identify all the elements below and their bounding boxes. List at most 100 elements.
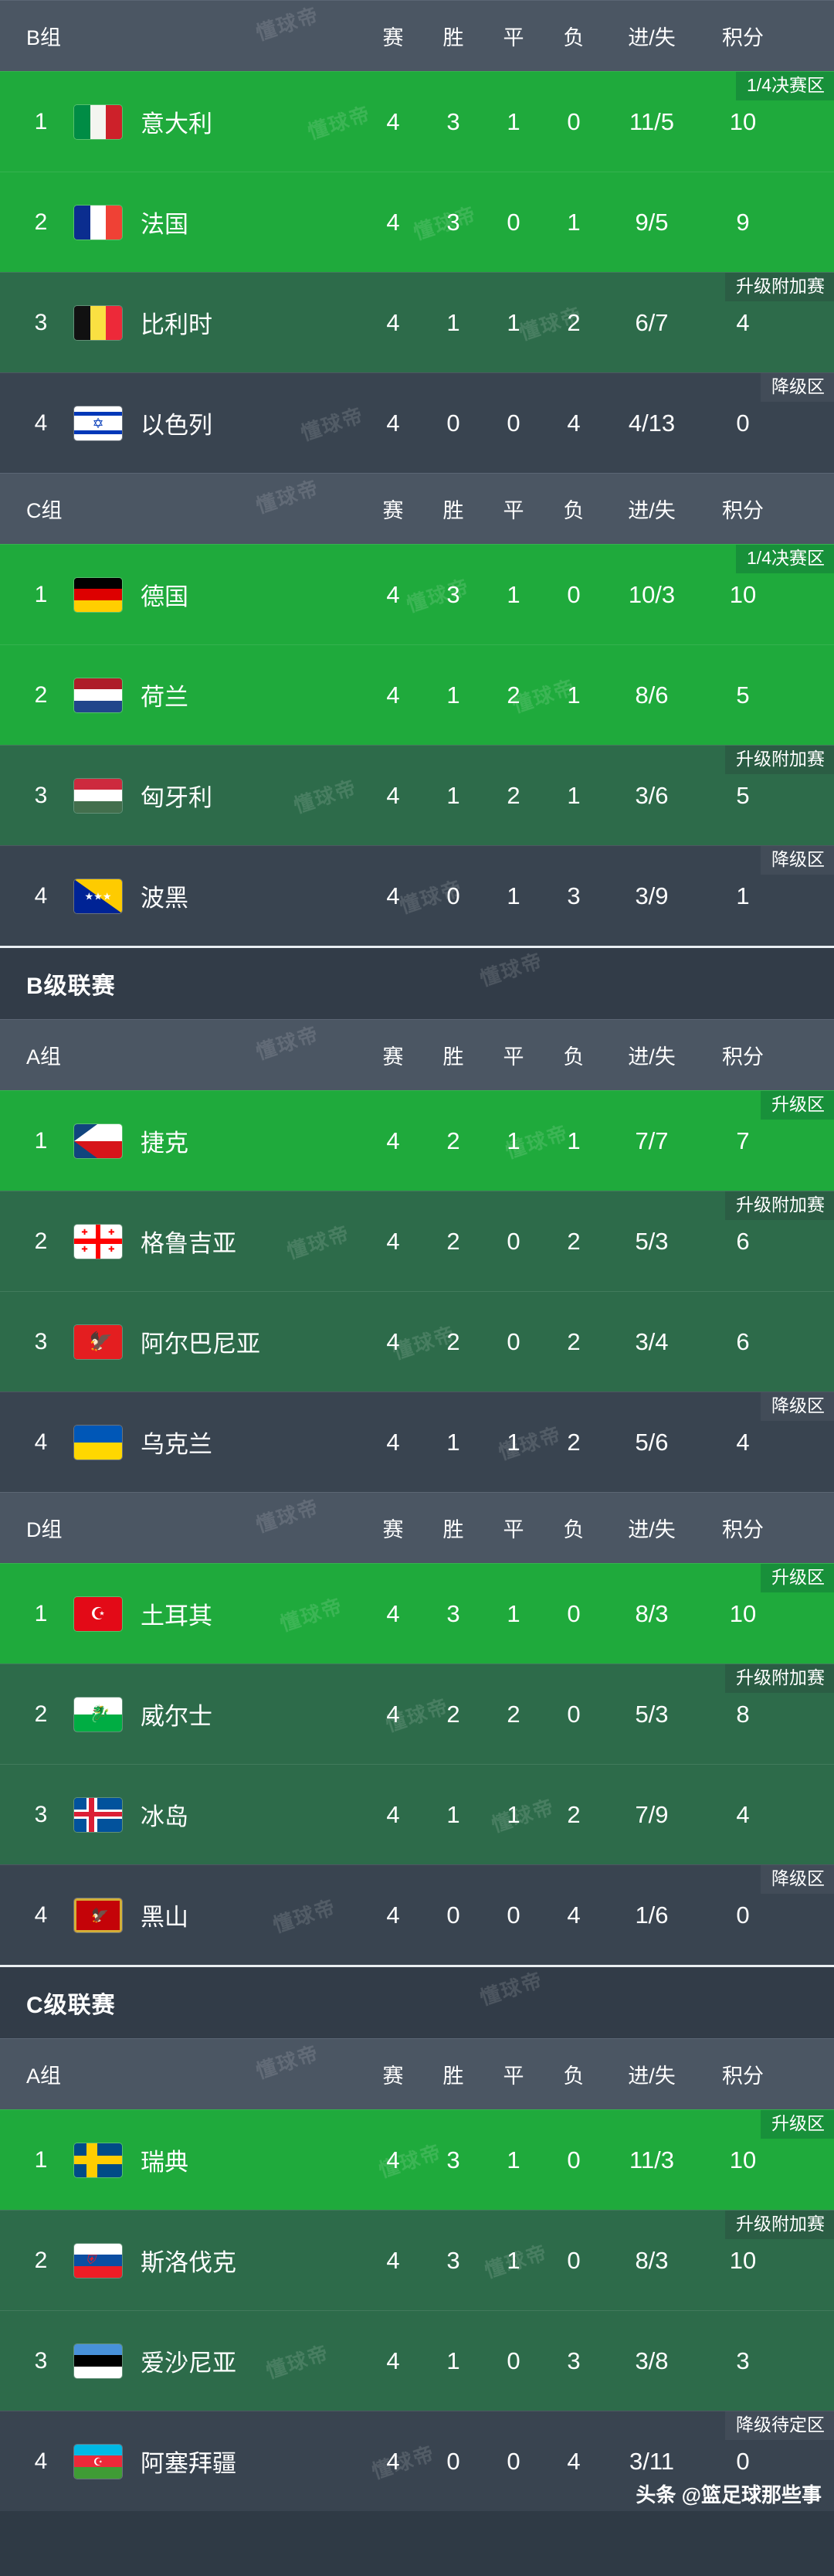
- cell-won: 0: [446, 882, 460, 909]
- table-row[interactable]: 升级附加赛 2 🐉 威尔士 4 2 2 0 5/3 8 懂球帝: [0, 1664, 834, 1764]
- wales-flag-icon: 🐉: [74, 1697, 122, 1731]
- stat-cells: 4 0 1 3 3/9 1: [363, 882, 834, 910]
- cell-gf-ga: 7/9: [635, 1800, 669, 1828]
- cell-points: 3: [736, 2347, 750, 2374]
- cell-played: 4: [386, 1901, 400, 1929]
- cell-played: 4: [386, 1127, 400, 1154]
- cell-played: 4: [386, 781, 400, 809]
- cell-points: 10: [729, 1599, 757, 1627]
- israel-flag-icon: ✡: [74, 406, 122, 440]
- table-row[interactable]: 降级区 4 乌克兰 4 1 1 2 5/6 4 懂球帝: [0, 1392, 834, 1492]
- group-name: A组: [26, 2065, 62, 2088]
- cell-won: 3: [446, 107, 460, 135]
- table-row[interactable]: 升级区 1 捷克 4 2 1 1 7/7 7 懂球帝: [0, 1090, 834, 1191]
- col-header-points: 积分: [722, 1518, 764, 1541]
- cell-points: 10: [729, 580, 757, 608]
- rank-cell: 4: [34, 2448, 48, 2474]
- cell-played: 4: [386, 681, 400, 709]
- team-name: 比利时: [141, 311, 212, 338]
- team-name: 意大利: [141, 110, 212, 138]
- stat-cells: 4 0 0 4 3/11 0: [363, 2448, 834, 2476]
- watermark: 懂球帝: [476, 948, 547, 991]
- cell-lost: 2: [567, 1227, 581, 1255]
- stat-cells: 4 3 1 0 8/3 10: [363, 1600, 834, 1628]
- table-row[interactable]: 升级附加赛 2 ✚ ✚ ✚ ✚ 格鲁吉亚 4 2 0 2 5/3 6 懂球帝: [0, 1191, 834, 1291]
- cell-drawn: 0: [507, 1327, 520, 1355]
- zone-badge: 降级区: [761, 373, 834, 402]
- team-name: 阿尔巴尼亚: [141, 1330, 260, 1358]
- col-header-lost: 负: [563, 1045, 585, 1069]
- group-header: C组 赛 胜 平 负 进/失 积分 懂球帝: [0, 473, 834, 544]
- table-row[interactable]: 2 法国 4 3 0 1 9/5 9 懂球帝: [0, 172, 834, 272]
- cell-gf-ga: 3/11: [629, 2447, 675, 2475]
- table-row[interactable]: 升级附加赛 3 比利时 4 1 1 2 6/7 4 懂球帝: [0, 272, 834, 372]
- cell-points: 4: [736, 1428, 750, 1456]
- table-row[interactable]: 3 冰岛 4 1 1 2 7/9 4 懂球帝: [0, 1764, 834, 1864]
- col-header-played: 赛: [382, 2065, 404, 2088]
- cell-points: 5: [736, 681, 750, 709]
- group-name: D组: [26, 1518, 63, 1541]
- cell-drawn: 1: [507, 1800, 520, 1828]
- azerbaijan-flag-icon: ☪: [74, 2444, 122, 2479]
- cell-gf-ga: 9/5: [635, 208, 669, 236]
- cell-lost: 0: [567, 580, 581, 608]
- stat-cells: 4 1 0 3 3/8 3: [363, 2347, 834, 2375]
- col-header-lost: 负: [563, 1518, 585, 1541]
- cell-points: 10: [729, 2146, 757, 2173]
- cell-won: 0: [446, 1901, 460, 1929]
- standings-page: B组 赛 胜 平 负 进/失 积分 懂球帝 1/4决赛区 1 意大利 4 3 1…: [0, 0, 834, 2511]
- col-header-gf-ga: 进/失: [628, 1518, 676, 1541]
- group-header: B组 赛 胜 平 负 进/失 积分 懂球帝: [0, 0, 834, 71]
- cell-lost: 1: [567, 1127, 581, 1154]
- cell-drawn: 2: [507, 781, 520, 809]
- table-row[interactable]: 1/4决赛区 1 意大利 4 3 1 0 11/5 10 懂球帝: [0, 71, 834, 172]
- team-name: 波黑: [141, 885, 188, 912]
- table-row[interactable]: 2 荷兰 4 1 2 1 8/6 5 懂球帝: [0, 644, 834, 745]
- team-name: 捷克: [141, 1130, 188, 1157]
- credit-watermark: 头条 @篮足球那些事: [636, 2483, 822, 2506]
- cell-points: 4: [736, 308, 750, 336]
- zone-badge: 降级待定区: [725, 2411, 834, 2440]
- rank-cell: 4: [34, 1901, 48, 1928]
- col-header-drawn: 平: [503, 499, 524, 522]
- table-row[interactable]: 降级区 4 ✡ 以色列 4 0 0 4 4/13 0 懂球帝: [0, 372, 834, 473]
- cell-gf-ga: 11/5: [629, 107, 675, 135]
- table-row[interactable]: 升级区 1 瑞典 4 3 1 0 11/3 10 懂球帝: [0, 2109, 834, 2210]
- table-row[interactable]: 3 🦅 阿尔巴尼亚 4 2 0 2 3/4 6 懂球帝: [0, 1291, 834, 1392]
- slovakia-flag-icon: ⛨: [74, 2243, 122, 2278]
- rank-cell: 2: [34, 209, 48, 235]
- league-band: C级联赛 懂球帝: [0, 1965, 834, 2038]
- cell-points: 10: [729, 107, 757, 135]
- cell-drawn: 0: [507, 2347, 520, 2374]
- iceland-flag-icon: [74, 1797, 122, 1832]
- table-row[interactable]: 降级区 4 ★★★ 波黑 4 0 1 3 3/9 1 懂球帝: [0, 845, 834, 946]
- cell-lost: 2: [567, 1327, 581, 1355]
- stat-cells: 4 3 1 0 11/3 10: [363, 2146, 834, 2174]
- georgia-flag-icon: ✚ ✚ ✚ ✚: [74, 1224, 122, 1259]
- table-row[interactable]: 3 爱沙尼亚 4 1 0 3 3/8 3 懂球帝: [0, 2310, 834, 2411]
- table-row[interactable]: 1/4决赛区 1 德国 4 3 1 0 10/3 10 懂球帝: [0, 544, 834, 644]
- italy-flag-icon: [74, 104, 122, 139]
- cell-gf-ga: 1/6: [635, 1901, 669, 1929]
- stat-cells: 4 3 1 0 10/3 10: [363, 581, 834, 609]
- table-row[interactable]: 降级区 4 🦅 黑山 4 0 0 4 1/6 0 懂球帝: [0, 1864, 834, 1965]
- czech-flag-icon: [74, 1123, 122, 1158]
- table-row[interactable]: 降级待定区 4 ☪ 阿塞拜疆 4 0 0 4 3/11 0 懂球帝: [0, 2411, 834, 2511]
- cell-gf-ga: 3/6: [635, 781, 669, 809]
- cell-lost: 0: [567, 1599, 581, 1627]
- group-header: A组 赛 胜 平 负 进/失 积分 懂球帝: [0, 2038, 834, 2109]
- cell-lost: 4: [567, 1901, 581, 1929]
- table-row[interactable]: 升级区 1 ☪ 土耳其 4 3 1 0 8/3 10 懂球帝: [0, 1563, 834, 1664]
- stat-cells: 4 2 0 2 3/4 6: [363, 1328, 834, 1356]
- cell-points: 5: [736, 781, 750, 809]
- cell-drawn: 1: [507, 1428, 520, 1456]
- col-header-gf-ga: 进/失: [628, 26, 676, 49]
- league-band-label: B级联赛: [26, 974, 116, 999]
- team-name: 威尔士: [141, 1703, 212, 1730]
- col-header-gf-ga: 进/失: [628, 1045, 676, 1069]
- table-row[interactable]: 升级附加赛 3 匈牙利 4 1 2 1 3/6 5 懂球帝: [0, 745, 834, 845]
- table-row[interactable]: 升级附加赛 2 ⛨ 斯洛伐克 4 3 1 0 8/3 10 懂球帝: [0, 2210, 834, 2310]
- league-band: B级联赛 懂球帝: [0, 946, 834, 1019]
- rank-cell: 4: [34, 410, 48, 436]
- cell-won: 1: [446, 681, 460, 709]
